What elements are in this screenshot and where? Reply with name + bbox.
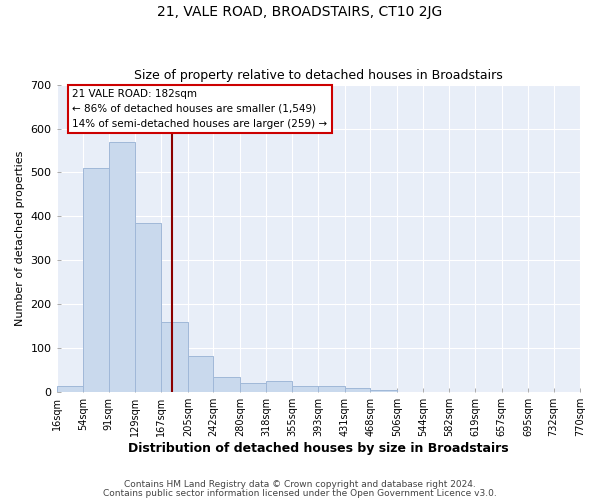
Bar <box>344 388 370 392</box>
Text: 21, VALE ROAD, BROADSTAIRS, CT10 2JG: 21, VALE ROAD, BROADSTAIRS, CT10 2JG <box>157 5 443 19</box>
Text: Contains public sector information licensed under the Open Government Licence v3: Contains public sector information licen… <box>103 489 497 498</box>
Bar <box>214 377 240 392</box>
Bar <box>56 386 83 392</box>
Text: 21 VALE ROAD: 182sqm
← 86% of detached houses are smaller (1,549)
14% of semi-de: 21 VALE ROAD: 182sqm ← 86% of detached h… <box>72 89 328 129</box>
Bar <box>318 386 344 392</box>
X-axis label: Distribution of detached houses by size in Broadstairs: Distribution of detached houses by size … <box>128 442 509 455</box>
Bar <box>188 356 214 392</box>
Text: Contains HM Land Registry data © Crown copyright and database right 2024.: Contains HM Land Registry data © Crown c… <box>124 480 476 489</box>
Bar <box>370 390 397 392</box>
Title: Size of property relative to detached houses in Broadstairs: Size of property relative to detached ho… <box>134 69 503 82</box>
Bar <box>83 168 109 392</box>
Bar <box>161 322 188 392</box>
Y-axis label: Number of detached properties: Number of detached properties <box>15 150 25 326</box>
Bar <box>109 142 135 392</box>
Bar <box>240 382 266 392</box>
Bar <box>266 381 292 392</box>
Bar <box>292 386 318 392</box>
Bar <box>135 223 161 392</box>
